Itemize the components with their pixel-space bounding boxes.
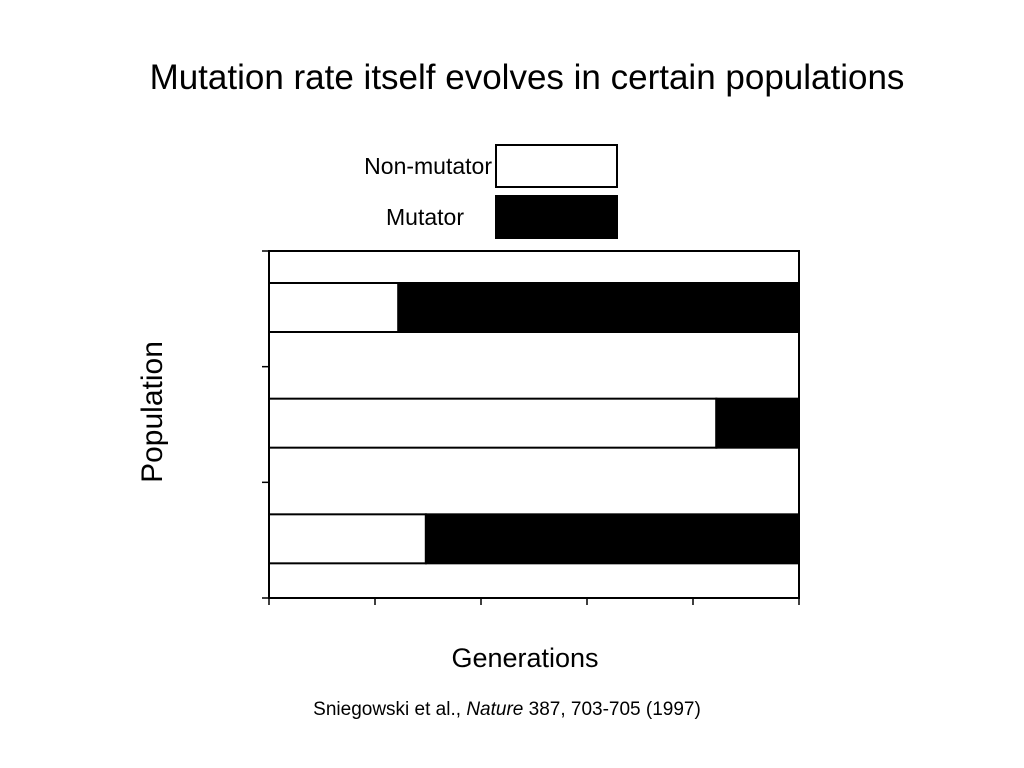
legend-label-mutator: Mutator [386, 204, 464, 230]
citation: Sniegowski et al., Nature 387, 703-705 (… [0, 699, 1014, 721]
legend-swatch-non-mutator [495, 144, 618, 188]
plot-area [268, 250, 801, 599]
x-axis-label: Generations [451, 643, 598, 673]
legend-item-non-mutator: Non-mutator [364, 144, 618, 188]
slide-title: Mutation rate itself evolves in certain … [149, 58, 905, 97]
legend-item-mutator: Mutator [386, 195, 618, 239]
bar-mutator-2 [715, 397, 801, 449]
bar-mutator-3 [424, 513, 800, 565]
citation-authors: Sniegowski et al., [313, 699, 467, 720]
legend: Non-mutator Mutator [364, 144, 618, 239]
y-axis-label: Population [136, 341, 169, 483]
citation-journal: Nature [466, 699, 524, 720]
axes [262, 250, 800, 605]
legend-swatch-mutator [495, 195, 618, 239]
bar-non-mutator-3 [268, 513, 427, 565]
bar-non-mutator-2 [268, 397, 718, 449]
bar-mutator-1 [397, 282, 800, 333]
bar-non-mutator-1 [268, 282, 400, 333]
citation-details: 387, 703-705 (1997) [523, 699, 701, 720]
legend-label-non-mutator: Non-mutator [364, 153, 492, 179]
